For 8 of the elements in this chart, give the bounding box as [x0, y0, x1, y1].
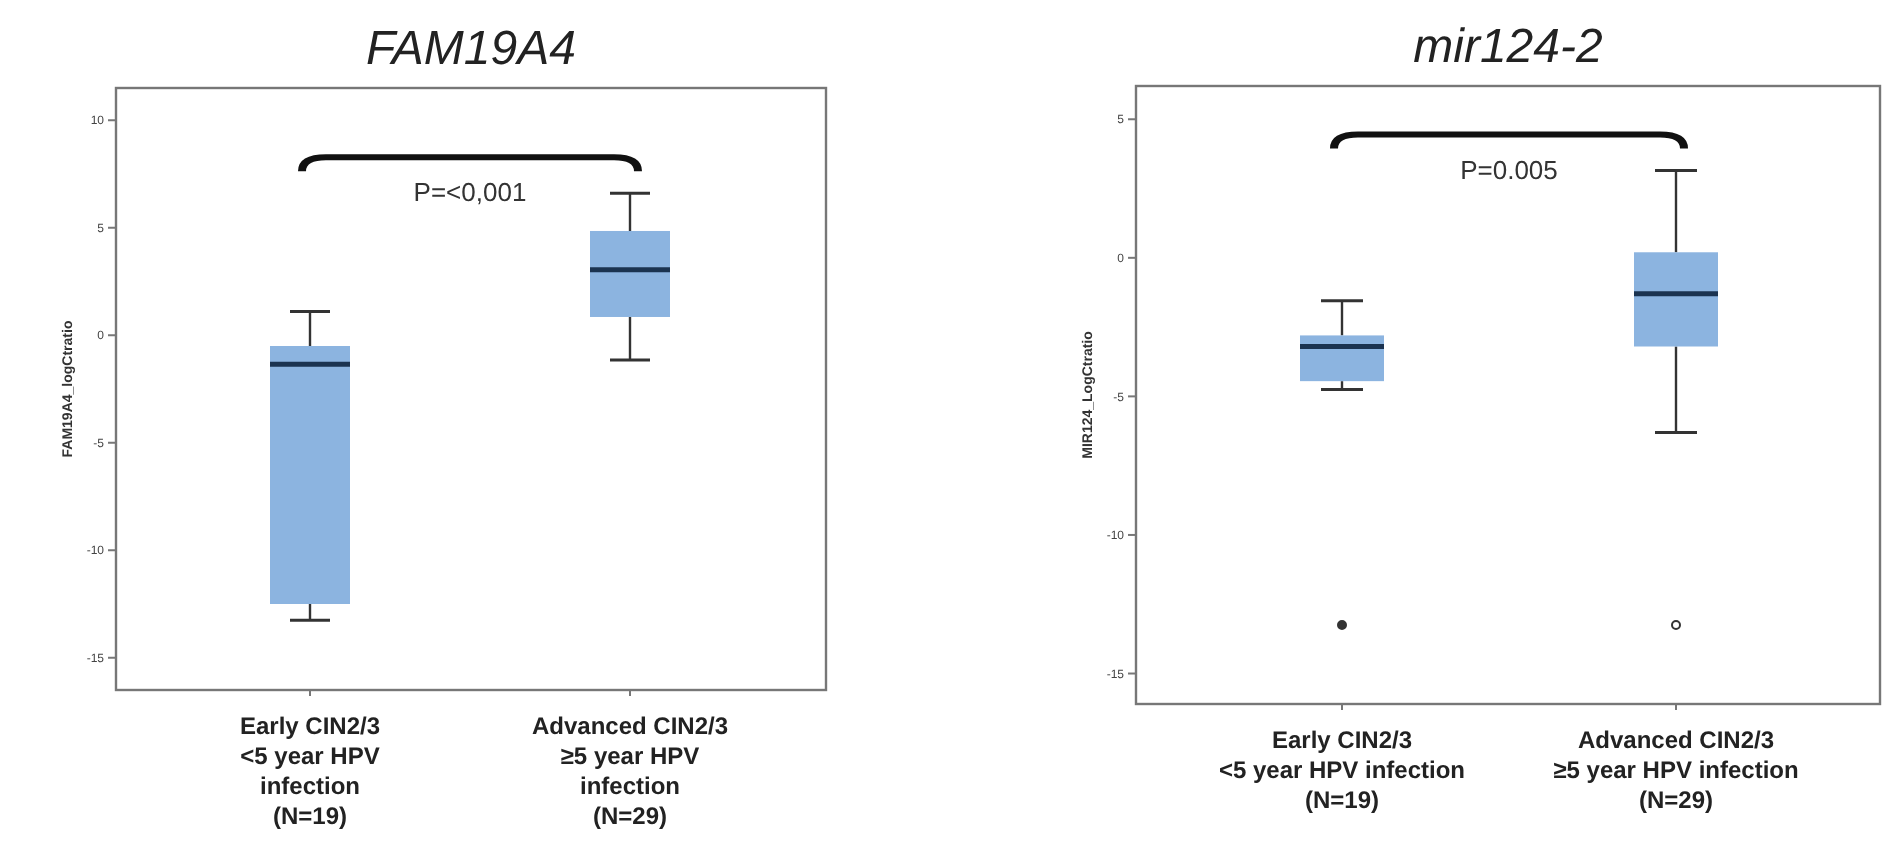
- x-tick-label: Advanced CIN2/3 ≥5 year HPV infection (N=29): [531, 712, 729, 830]
- x-tick-label: Early CIN2/3 <5 year HPV infection (N=19): [239, 712, 381, 830]
- annotation: P=<0,001: [413, 177, 527, 208]
- chart-title: mir124-2: [1413, 20, 1603, 74]
- x-tick-label: Advanced CIN2/3 ≥5 year HPV infection (N=29): [1553, 726, 1799, 814]
- x-tick-label: Early CIN2/3 <5 year HPV infection (N=19): [1218, 726, 1466, 814]
- chart-title: FAM19A4: [366, 22, 576, 76]
- annotation: P=0.005: [1460, 154, 1558, 185]
